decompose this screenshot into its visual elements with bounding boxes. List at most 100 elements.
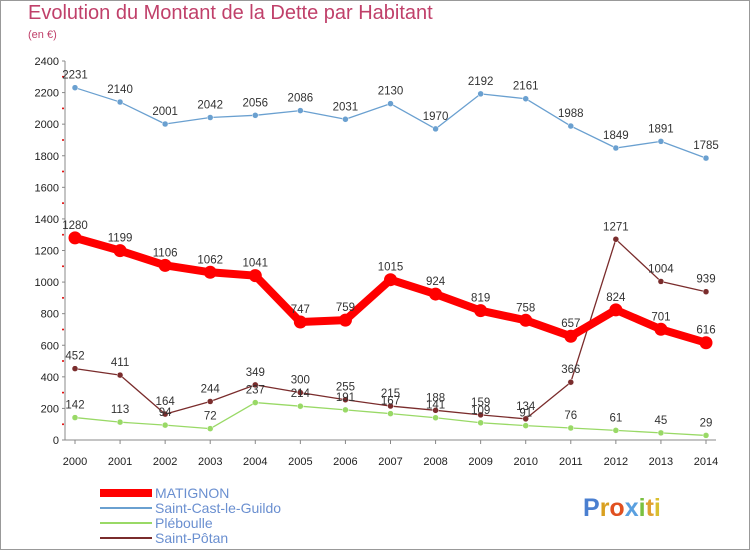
legend-label: MATIGNON: [155, 485, 229, 501]
data-label: 819: [471, 293, 490, 305]
axes: 0 200 400 600 800 1000 1200 1400 1600 1800 2000 220…: [35, 56, 719, 468]
data-point: [384, 273, 397, 287]
data-point: [702, 154, 710, 162]
x-tick-label: 2000: [63, 456, 87, 468]
data-label: 72: [204, 411, 217, 423]
data-point: [432, 125, 439, 133]
data-label: 1199: [108, 233, 133, 245]
y-tick-label: 400: [41, 372, 59, 384]
data-label: 134: [516, 401, 536, 413]
data-label: 164: [156, 396, 176, 408]
data-point: [564, 329, 578, 343]
y-minor-dot: [62, 360, 64, 363]
data-point: [477, 411, 484, 419]
data-label: 924: [426, 276, 446, 288]
data-label: 215: [381, 388, 400, 400]
legend: MATIGNONSaint-Cast-le-GuildoPléboulleSai…: [100, 485, 281, 546]
data-point: [342, 396, 349, 403]
data-point: [293, 315, 307, 329]
data-label: 167: [381, 396, 400, 408]
legend-label: Pléboulle: [155, 515, 213, 531]
data-label: 1062: [197, 254, 223, 266]
series-2: 142 113 94 72 237 214 191 167 141 109 91 76 61 45 29: [65, 385, 712, 439]
data-label: 2042: [197, 100, 223, 112]
x-tick-label: 2005: [288, 456, 312, 468]
y-minor-dot: [62, 233, 64, 236]
y-minor-dot: [62, 391, 64, 394]
data-point: [71, 84, 79, 91]
data-label: 1280: [62, 220, 88, 232]
x-tick-label: 2014: [694, 456, 718, 468]
data-point: [248, 269, 262, 283]
data-point: [297, 389, 304, 396]
data-point: [68, 231, 82, 245]
data-point: [206, 425, 214, 432]
y-minor-dot: [62, 202, 64, 205]
data-label: 61: [609, 412, 622, 424]
data-point: [522, 95, 529, 102]
data-label: 45: [655, 415, 668, 427]
data-point: [113, 244, 127, 258]
data-point: [702, 288, 710, 295]
chart-title: Evolution du Montant de la Dette par Hab…: [28, 2, 433, 24]
x-tick-label: 2008: [423, 456, 447, 468]
series-1: 2231 2140 2001 2042 2056 2086 2031 2130 1970 2192…: [62, 70, 719, 162]
x-tick-label: 2006: [333, 456, 357, 468]
y-tick-label: 1200: [35, 246, 59, 258]
data-point: [252, 381, 259, 389]
data-point: [654, 322, 668, 336]
data-label: 939: [696, 274, 715, 286]
data-point: [477, 90, 484, 98]
data-label: 1015: [378, 262, 404, 274]
chart-unit: (en €): [28, 29, 57, 41]
x-tick-label: 2004: [243, 456, 267, 468]
data-label: 2130: [378, 86, 404, 98]
data-point: [387, 100, 394, 107]
x-tick-label: 2001: [108, 456, 132, 468]
data-point: [612, 427, 620, 434]
x-tick-label: 2003: [198, 456, 222, 468]
y-minor-dot: [62, 75, 64, 78]
y-tick-label: 2200: [35, 88, 59, 100]
data-point: [387, 402, 394, 410]
data-label: 366: [561, 364, 580, 376]
data-point: [252, 112, 259, 119]
y-minor-dot: [62, 423, 64, 426]
y-minor-dot: [62, 328, 64, 331]
data-label: 2031: [333, 101, 359, 113]
data-label: 2192: [468, 76, 494, 88]
data-point: [342, 406, 349, 414]
data-point: [567, 378, 575, 386]
data-point: [206, 398, 214, 405]
data-point: [702, 432, 710, 439]
data-label: 141: [426, 400, 445, 412]
x-tick-label: 2010: [513, 456, 537, 468]
data-label: 255: [336, 382, 355, 394]
data-label: 452: [65, 351, 84, 363]
y-tick-label: 200: [41, 403, 59, 415]
y-minor-dot: [62, 265, 64, 268]
data-label: 29: [700, 417, 713, 429]
data-point: [477, 419, 484, 427]
data-label: 94: [159, 407, 172, 419]
data-point: [338, 313, 352, 327]
data-point: [161, 421, 169, 429]
data-point: [609, 303, 623, 317]
data-point: [612, 144, 620, 152]
data-label: 244: [201, 383, 221, 395]
x-tick-label: 2002: [153, 456, 177, 468]
data-point: [206, 114, 214, 121]
y-tick-label: 1400: [35, 214, 59, 226]
y-tick-label: 1800: [35, 151, 59, 163]
series-line: [74, 87, 707, 159]
data-point: [297, 107, 304, 114]
data-label: 1106: [153, 247, 178, 259]
y-tick-label: 1600: [35, 182, 59, 194]
data-point: [522, 422, 529, 429]
data-label: 759: [336, 302, 355, 314]
data-label: 2161: [513, 81, 539, 93]
data-point: [297, 402, 304, 410]
data-label: 701: [651, 311, 670, 323]
